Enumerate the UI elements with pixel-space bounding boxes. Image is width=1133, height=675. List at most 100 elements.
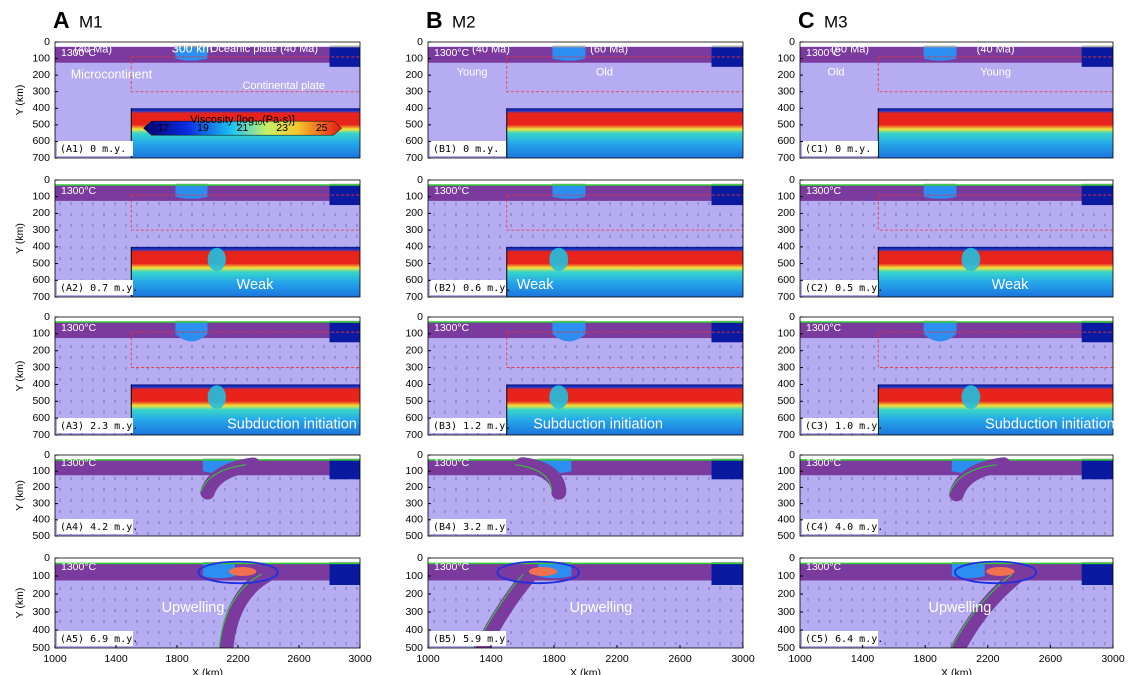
oceanic-plate: [428, 563, 743, 580]
panel-letter: C: [798, 7, 815, 33]
weak-zone: [549, 248, 568, 271]
annotation: (40 Ma): [472, 43, 510, 55]
temperature-label: 1300°C: [434, 185, 470, 197]
annotation: (60 Ma): [590, 43, 628, 55]
y-tick-label: 600: [777, 412, 795, 424]
y-tick-label: 500: [777, 257, 795, 269]
microcontinent: [552, 185, 585, 199]
y-tick-label: 500: [405, 530, 423, 542]
x-tick-label: 1800: [542, 653, 566, 665]
y-tick-label: 200: [32, 344, 50, 356]
x-axis-title: X (km): [941, 667, 972, 675]
temperature-label: 1300°C: [434, 322, 470, 334]
y-tick-label: 0: [417, 311, 423, 323]
annotation: Weak: [237, 277, 275, 293]
annotation: Weak: [992, 277, 1030, 293]
temperature-label: 1300°C: [806, 457, 842, 469]
panel-label: (B2) 0.6 m.y.: [433, 283, 511, 294]
x-tick-label: 1400: [479, 653, 503, 665]
sticky-air: [428, 455, 743, 460]
y-tick-label: 300: [777, 224, 795, 236]
panel-label: (C1) 0 m.y.: [805, 144, 871, 155]
continental-plate: [712, 563, 744, 585]
y-tick-label: 600: [32, 135, 50, 147]
temperature-label: 1300°C: [806, 322, 842, 334]
x-tick-label: 1800: [914, 653, 938, 665]
model-panel: [428, 180, 743, 297]
y-tick-label: 200: [777, 588, 795, 600]
y-tick-label: 400: [777, 624, 795, 636]
x-tick-label: 1000: [43, 653, 67, 665]
panel-label: (A2) 0.7 m.y.: [60, 283, 138, 294]
y-tick-label: 600: [405, 412, 423, 424]
y-tick-label: 500: [777, 530, 795, 542]
model-panel: [55, 180, 360, 297]
y-tick-label: 0: [789, 449, 795, 461]
y-tick-label: 300: [405, 224, 423, 236]
weak-zone: [549, 385, 568, 409]
y-tick-label: 0: [417, 36, 423, 48]
y-tick-label: 200: [405, 481, 423, 493]
model-name: M2: [452, 12, 476, 31]
y-tick-label: 200: [32, 588, 50, 600]
y-tick-label: 300: [405, 497, 423, 509]
y-tick-label: 400: [405, 241, 423, 253]
y-tick-label: 0: [417, 552, 423, 564]
panel-label: (C3) 1.0 m.y.: [805, 421, 883, 432]
y-tick-label: 500: [777, 119, 795, 131]
annotation: Young: [457, 67, 488, 79]
annotation: Upwelling: [569, 600, 632, 616]
annotation: (60 Ma): [831, 43, 869, 55]
y-tick-label: 0: [44, 311, 50, 323]
y-tick-label: 300: [32, 497, 50, 509]
y-tick-label: 500: [777, 395, 795, 407]
x-tick-label: 2200: [605, 653, 629, 665]
y-tick-label: 100: [777, 52, 795, 64]
y-tick-label: 200: [32, 69, 50, 81]
y-tick-label: 0: [44, 449, 50, 461]
x-tick-label: 1000: [416, 653, 440, 665]
y-tick-label: 600: [32, 412, 50, 424]
micro-crust: [552, 46, 585, 48]
y-tick-label: 400: [32, 514, 50, 526]
y-tick-label: 400: [32, 378, 50, 390]
y-tick-label: 300: [777, 361, 795, 373]
y-tick-label: 0: [417, 449, 423, 461]
weak-zone: [962, 248, 981, 271]
colorbar-tick: 21: [237, 122, 249, 134]
micro-crust: [924, 46, 957, 48]
y-tick-label: 300: [777, 85, 795, 97]
y-tick-label: 100: [405, 190, 423, 202]
annotation: Upwelling: [929, 600, 992, 616]
y-tick-label: 700: [32, 152, 50, 164]
panel-label: (C5) 6.4 m.y.: [805, 634, 883, 645]
annotation: (40 Ma): [74, 43, 112, 55]
y-tick-label: 700: [777, 429, 795, 441]
y-tick-label: 300: [777, 606, 795, 618]
temperature-label: 1300°C: [61, 322, 97, 334]
y-tick-label: 400: [32, 102, 50, 114]
y-tick-label: 200: [777, 207, 795, 219]
panel-label: (A4) 4.2 m.y.: [60, 522, 138, 533]
weak-zone: [208, 248, 226, 271]
model-panel: [800, 180, 1113, 297]
y-tick-label: 700: [777, 291, 795, 303]
temperature-label: 1300°C: [806, 185, 842, 197]
y-tick-label: 300: [32, 224, 50, 236]
melt: [529, 567, 557, 576]
y-tick-label: 700: [405, 291, 423, 303]
continental-plate: [330, 563, 361, 585]
continental-crust: [1082, 46, 1113, 48]
y-tick-label: 200: [777, 481, 795, 493]
y-tick-label: 100: [777, 570, 795, 582]
panel-label: (B3) 1.2 m.y.: [433, 421, 511, 432]
y-tick-label: 200: [405, 207, 423, 219]
viscosity-inset: [507, 108, 743, 158]
figure: AM11300°C(A1) 0 m.y.01002003004005006007…: [0, 0, 1133, 675]
y-tick-label: 100: [32, 570, 50, 582]
y-tick-label: 100: [405, 570, 423, 582]
y-tick-label: 300: [405, 85, 423, 97]
y-tick-label: 600: [777, 135, 795, 147]
x-tick-label: 2600: [1039, 653, 1063, 665]
y-tick-label: 100: [405, 328, 423, 340]
